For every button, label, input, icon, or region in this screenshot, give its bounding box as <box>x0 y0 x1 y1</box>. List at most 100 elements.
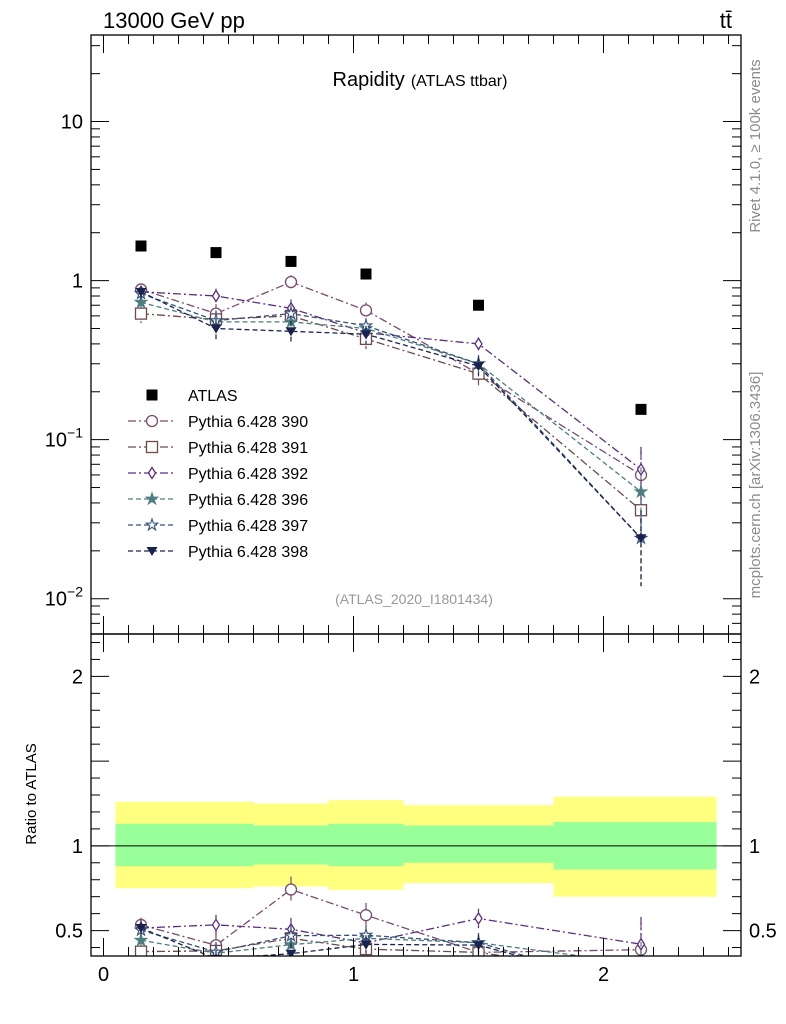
y-tick-base: 10 <box>61 112 83 134</box>
atlas-data-point <box>473 299 484 311</box>
ratio-series-5 <box>133 922 646 994</box>
inner-band <box>328 823 404 867</box>
ratio-y-tick-label: 0.5 <box>55 921 83 943</box>
legend-marker <box>144 491 160 506</box>
ratio-point <box>133 932 149 947</box>
analysis-tag: (ATLAS_2020_I1801434) <box>335 591 493 607</box>
main-series-group <box>133 240 649 587</box>
legend-label: Pythia 6.428 392 <box>188 466 308 483</box>
mcplots-reference-label: mcplots.cern.ch [arXiv:1306.3436] <box>747 372 764 599</box>
series-point <box>211 289 221 303</box>
series-point <box>133 294 149 309</box>
ratio-point <box>359 909 373 922</box>
y-tick-base: 1 <box>72 271 83 293</box>
series-point <box>285 327 297 337</box>
ratio-point <box>635 958 646 969</box>
series-point <box>283 305 299 320</box>
energy-label: 13000 GeV pp <box>103 8 245 33</box>
inner-band <box>115 823 179 867</box>
legend-marker <box>145 440 159 454</box>
legend-entry-6: Pythia 6.428 398 <box>128 544 308 561</box>
inner-band <box>253 825 329 865</box>
atlas-data-point <box>135 240 147 252</box>
atlas-data-point <box>210 247 222 259</box>
ratio-point <box>135 924 147 934</box>
y-tick-base: 10 <box>45 430 67 452</box>
ratio-y-tick-label-right: 2 <box>749 666 760 688</box>
series-point <box>284 275 298 289</box>
series-line <box>140 281 642 476</box>
series-point <box>359 304 373 317</box>
legend-marker <box>146 547 158 556</box>
atlas-data <box>135 240 647 415</box>
series-point <box>134 307 148 320</box>
y-tick-label: 10−1 <box>45 425 83 452</box>
ratio-group <box>91 796 741 994</box>
legend-label: Pythia 6.428 398 <box>188 544 308 561</box>
ratio-frame <box>90 633 742 957</box>
inner-band <box>178 823 254 867</box>
process-label: tt̄ <box>720 8 732 33</box>
y-tick-label: 1 <box>72 271 83 293</box>
series-line <box>140 301 642 493</box>
series-point <box>360 330 372 340</box>
legend-marker <box>147 466 157 480</box>
x-tick-label: 2 <box>598 964 609 986</box>
main-panel-data <box>133 240 649 587</box>
series-line <box>140 291 642 539</box>
series-point <box>633 484 649 499</box>
series-5 <box>133 285 649 587</box>
legend-entry-5: Pythia 6.428 397 <box>128 517 308 535</box>
ratio-point <box>360 940 372 950</box>
legend-entry-atlas: ATLAS <box>146 388 238 405</box>
ratio-point <box>284 883 298 896</box>
ratio-line <box>140 937 508 956</box>
legend-label: Pythia 6.428 390 <box>188 414 308 431</box>
y-tick-exponent: −1 <box>67 425 83 441</box>
rivet-version-label: Rivet 4.1.0, ≥ 100k events <box>747 59 764 232</box>
ratio-y-tick-label-right: 1 <box>749 836 760 858</box>
series-point <box>473 362 484 372</box>
y-tick-label: 10−2 <box>45 584 83 611</box>
legend-entry-1: Pythia 6.428 390 <box>128 414 308 431</box>
legend-label: Pythia 6.428 397 <box>188 518 308 535</box>
legend-marker-atlas <box>146 389 158 401</box>
atlas-data-point <box>285 255 297 267</box>
ratio-point <box>635 983 646 994</box>
atlas-data-point <box>635 403 647 415</box>
x-tick-label: 0 <box>98 964 109 986</box>
ratio-y-tick-label-right: 0.5 <box>749 921 777 943</box>
ratio-point <box>211 918 221 932</box>
ratio-point <box>636 970 647 981</box>
legend-entry-4: Pythia 6.428 396 <box>128 491 308 509</box>
legend-marker <box>145 414 159 428</box>
series-point <box>635 534 647 544</box>
series-point <box>474 337 483 351</box>
ratio-y-tick-label: 1 <box>72 836 83 858</box>
series-point <box>210 324 222 334</box>
chart-subtitle: (ATLAS ttbar) <box>411 73 508 90</box>
legend-label: Pythia 6.428 391 <box>188 440 308 457</box>
y-tick-label: 10 <box>61 112 83 134</box>
ratio-point <box>636 985 647 994</box>
legend-entry-2: Pythia 6.428 391 <box>128 440 308 457</box>
y-tick-exponent: −2 <box>67 584 83 600</box>
legend: ATLAS Pythia 6.428 390 Pythia 6.428 391 Pyt… <box>128 388 308 561</box>
series-line <box>140 292 642 539</box>
legend-marker <box>144 517 160 532</box>
chart-title-group: Rapidity (ATLAS ttbar) <box>333 69 508 91</box>
series-point <box>135 287 147 297</box>
ratio-point <box>285 949 297 956</box>
chart-title: Rapidity <box>333 69 405 91</box>
ratio-y-tick-label: 2 <box>72 666 83 688</box>
legend-entry-3: Pythia 6.428 392 <box>128 466 308 483</box>
x-tick-label: 1 <box>348 964 359 986</box>
legend-label-atlas: ATLAS <box>188 388 238 405</box>
inner-band <box>403 825 554 863</box>
legend-label: Pythia 6.428 396 <box>188 492 308 509</box>
ratio-axis-label: Ratio to ATLAS <box>23 743 40 844</box>
atlas-data-point <box>360 268 372 280</box>
ratio-point <box>474 911 483 926</box>
